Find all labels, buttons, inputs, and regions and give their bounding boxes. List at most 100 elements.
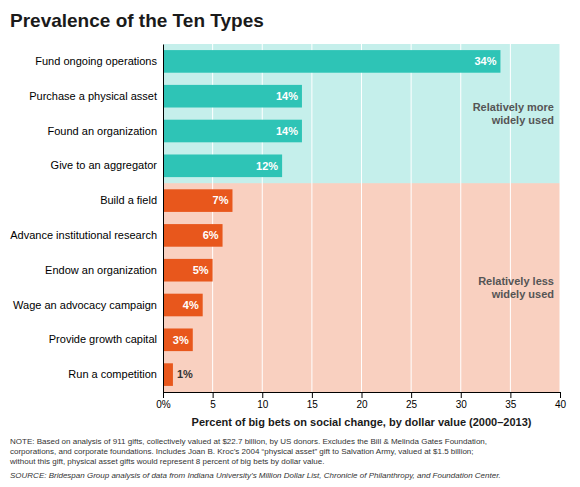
note-line: corporations, and corporate foundations.… xyxy=(10,447,474,456)
group-bands xyxy=(163,44,560,392)
data-labels: 34% 14% 14% 12% 7% 6% 5% 4% 3% 1% xyxy=(173,55,497,380)
source: SOURCE: Bridespan Group analysis of data… xyxy=(10,471,501,480)
x-tick-mark xyxy=(312,392,313,398)
y-axis-line xyxy=(163,45,164,393)
grid-line xyxy=(163,44,164,392)
annotation: Relatively morewidely used xyxy=(473,101,554,126)
y-tick-label: Give to an aggregator xyxy=(51,159,158,171)
x-tick: 20 xyxy=(356,392,368,410)
grid-line xyxy=(560,44,561,392)
source-line: SOURCE: Bridespan Group analysis of data… xyxy=(10,471,501,480)
grid-line xyxy=(460,44,461,392)
y-tick: Give to an aggregator xyxy=(51,159,163,171)
note-line: NOTE: Based on analysis of 911 gifts, co… xyxy=(10,437,487,446)
bar xyxy=(163,259,213,282)
x-tick-label: 15 xyxy=(307,399,319,410)
grid xyxy=(163,44,560,392)
annotation: Relatively lesswidely used xyxy=(478,275,554,300)
x-tick-mark xyxy=(411,392,412,398)
x-tick-label: 10 xyxy=(257,399,269,410)
annotation-line: widely used xyxy=(491,114,554,126)
y-tick: Provide growth capital xyxy=(49,333,163,345)
x-tick: 25 xyxy=(406,392,418,410)
y-tick: Purchase a physical asset xyxy=(29,90,163,102)
annotation-line: widely used xyxy=(491,288,554,300)
plot: 34%14%14%12%7%6%5%4%3%1%Relatively morew… xyxy=(10,44,566,428)
x-axis-title: Percent of big bets on social change, by… xyxy=(192,416,532,428)
bar xyxy=(163,154,282,177)
x-tick-mark xyxy=(461,392,462,398)
data-label: 14% xyxy=(276,90,298,102)
title: Prevalence of the Ten Types xyxy=(10,10,264,31)
x-tick: 0% xyxy=(156,392,171,410)
y-tick-label: Run a competition xyxy=(68,368,157,380)
x-tick-mark xyxy=(262,392,263,398)
x-tick-label: 35 xyxy=(505,399,517,410)
data-label: 6% xyxy=(203,229,219,241)
annotation-line: Relatively more xyxy=(473,101,554,113)
y-tick-label: Fund ongoing operations xyxy=(35,55,157,67)
y-tick: Advance institutional research xyxy=(10,229,163,241)
y-tick-label: Endow an organization xyxy=(45,264,157,276)
x-axis-line xyxy=(164,393,561,399)
y-axis: Fund ongoing operations Purchase a physic… xyxy=(10,45,163,393)
y-tick: Build a field xyxy=(100,194,163,206)
y-tick-label: Found an organization xyxy=(48,125,157,137)
data-label: 12% xyxy=(256,160,278,172)
x-tick-mark xyxy=(510,392,511,398)
x-tick: 5 xyxy=(210,392,216,410)
y-tick: Fund ongoing operations xyxy=(35,55,163,67)
y-tick-label: Advance institutional research xyxy=(10,229,157,241)
y-tick-label: Provide growth capital xyxy=(49,333,157,345)
x-tick-label: 5 xyxy=(210,399,216,410)
y-tick: Run a competition xyxy=(68,368,163,380)
y-tick: Found an organization xyxy=(48,125,163,137)
bar xyxy=(163,85,302,108)
x-tick-mark xyxy=(163,392,164,398)
y-tick-label: Build a field xyxy=(100,194,157,206)
grid-line xyxy=(411,44,412,392)
data-label: 14% xyxy=(276,125,298,137)
x-tick-mark xyxy=(362,392,363,398)
grid-line xyxy=(311,44,312,392)
y-tick: Wage an advocacy campaign xyxy=(13,299,163,311)
x-tick: 10 xyxy=(257,392,269,410)
bar xyxy=(163,120,302,143)
x-axis: 0% 5 10 15 20 25 30 35 40 xyxy=(156,392,566,410)
bar xyxy=(163,224,223,247)
x-tick-label: 30 xyxy=(456,399,468,410)
x-tick-mark xyxy=(560,392,561,398)
x-tick-label: 0% xyxy=(156,399,171,410)
data-label: 5% xyxy=(193,264,209,276)
bar xyxy=(163,189,232,212)
x-tick-label: 40 xyxy=(555,399,567,410)
grid-line xyxy=(361,44,362,392)
y-tick: Endow an organization xyxy=(45,264,163,276)
footer: NOTE: Based on analysis of 911 gifts, co… xyxy=(9,437,501,480)
bar xyxy=(163,50,500,73)
bar xyxy=(163,328,193,351)
data-label: 34% xyxy=(474,55,496,67)
x-tick-label: 25 xyxy=(406,399,418,410)
note: NOTE: Based on analysis of 911 gifts, co… xyxy=(9,437,487,466)
data-label: 7% xyxy=(213,194,229,206)
data-label: 1% xyxy=(177,368,193,380)
x-tick-mark xyxy=(213,392,214,398)
x-tick-label: 20 xyxy=(356,399,368,410)
data-label: 4% xyxy=(183,299,199,311)
x-tick: 30 xyxy=(456,392,468,410)
data-label: 3% xyxy=(173,334,189,346)
annotation-line: Relatively less xyxy=(478,275,554,287)
x-tick: 40 xyxy=(555,392,567,410)
y-tick-label: Wage an advocacy campaign xyxy=(13,299,157,311)
chart: Prevalence of the Ten Types NOTE: Based o… xyxy=(0,0,580,487)
annotations: Relatively morewidely usedRelatively les… xyxy=(473,101,554,300)
bar xyxy=(163,294,203,317)
grid-line xyxy=(510,44,511,392)
note-line: without this gift, physical asset gifts … xyxy=(9,457,324,466)
bar xyxy=(163,363,173,386)
y-tick-label: Purchase a physical asset xyxy=(29,90,157,102)
bars xyxy=(163,50,500,386)
x-tick: 15 xyxy=(307,392,319,410)
x-tick: 35 xyxy=(505,392,517,410)
